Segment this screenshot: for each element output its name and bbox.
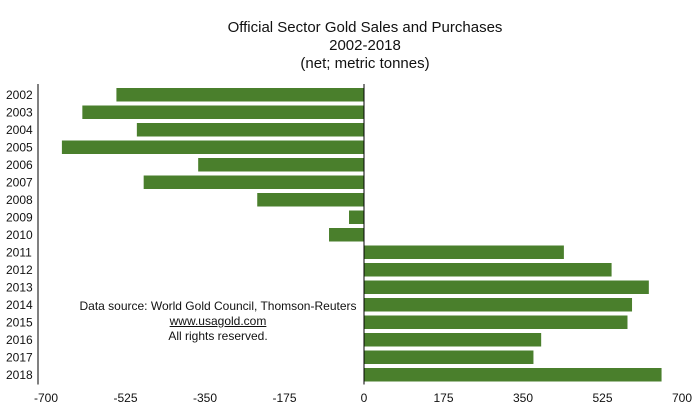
chart-subtitle: 2002-2018 [329, 37, 401, 54]
bar-2005 [61, 140, 365, 154]
y-tick-label-2007: 2007 [6, 175, 33, 189]
website-link[interactable]: www.usagold.com [169, 314, 267, 328]
x-tick-label-neg175: -175 [272, 391, 296, 405]
y-tick-label-2016: 2016 [6, 333, 33, 347]
data-source-note: Data source: World Gold Council, Thomson… [79, 299, 357, 313]
y-tick-label-2008: 2008 [6, 193, 33, 207]
bar-2004 [136, 123, 364, 137]
x-tick-label-525: 525 [592, 391, 612, 405]
bar-2012 [364, 263, 612, 277]
y-tick-label-2002: 2002 [6, 88, 33, 102]
y-tick-label-2004: 2004 [6, 123, 33, 137]
x-tick-label-neg350: -350 [193, 391, 217, 405]
y-tick-label-2018: 2018 [6, 368, 33, 382]
bar-2003 [82, 105, 364, 119]
bar-2011 [364, 245, 564, 259]
y-tick-label-2017: 2017 [6, 350, 33, 364]
x-tick-labels: -700 -525 -350 -175 0 175 350 525 700 [34, 391, 692, 405]
y-tick-label-2012: 2012 [6, 263, 33, 277]
y-tick-labels: 2002 2003 2004 2005 2006 2007 2008 2009 2010 2011… [6, 88, 33, 382]
bar-2007 [143, 175, 364, 189]
bar-2016 [364, 333, 542, 347]
y-tick-label-2014: 2014 [6, 298, 33, 312]
bars-group [61, 88, 662, 382]
bar-2010 [329, 228, 364, 242]
bar-2013 [364, 280, 649, 294]
y-tick-label-2003: 2003 [6, 105, 33, 119]
x-tick-label-700: 700 [672, 391, 692, 405]
chart-title: Official Sector Gold Sales and Purchases [227, 19, 503, 36]
x-tick-label-neg525: -525 [113, 391, 137, 405]
chart-unit-label: (net; metric tonnes) [300, 55, 430, 72]
x-tick-label-0: 0 [361, 391, 368, 405]
y-tick-label-2006: 2006 [6, 158, 33, 172]
y-tick-label-2010: 2010 [6, 228, 33, 242]
y-tick-label-2009: 2009 [6, 210, 33, 224]
y-tick-label-2013: 2013 [6, 280, 33, 294]
bar-2015 [364, 315, 628, 329]
y-tick-label-2005: 2005 [6, 140, 33, 154]
x-tick-label-175: 175 [433, 391, 453, 405]
bar-2006 [198, 158, 364, 172]
y-tick-label-2015: 2015 [6, 315, 33, 329]
x-tick-label-neg700: -700 [34, 391, 58, 405]
bar-2008 [257, 193, 364, 207]
bar-2009 [349, 210, 364, 224]
y-tick-label-2011: 2011 [6, 245, 32, 259]
bar-2017 [364, 350, 534, 364]
bar-2014 [364, 298, 633, 312]
x-tick-label-350: 350 [513, 391, 533, 405]
bar-2018 [364, 368, 662, 382]
rights-note: All rights reserved. [168, 329, 268, 343]
bar-2002 [116, 88, 365, 102]
